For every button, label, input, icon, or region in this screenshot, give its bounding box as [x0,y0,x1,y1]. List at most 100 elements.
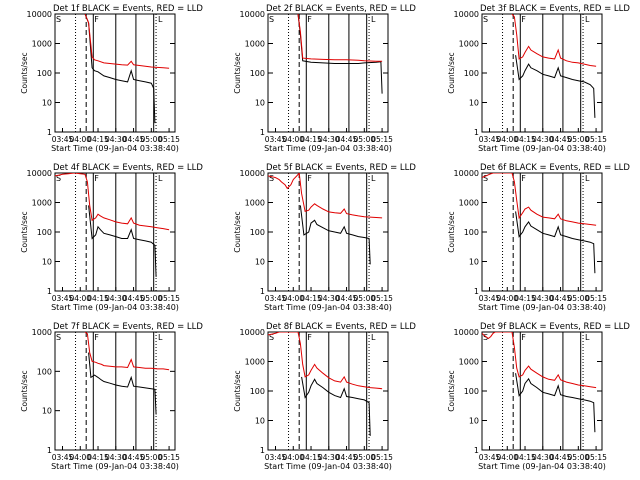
x-tick-label: 04:15 [514,294,536,303]
x-tick-label: 04:45 [550,453,572,462]
y-tick-label: 1 [47,287,52,296]
x-tick-label: 05:00 [568,453,590,462]
panel-title: Det 7f BLACK = Events, RED = LLD [53,322,203,332]
x-axis-label: Start Time (09-Jan-04 03:38:40) [264,462,392,471]
plot-frame [54,172,176,292]
x-tick-label: 03:45 [265,294,287,303]
y-tick-label: 10000 [240,169,265,178]
x-tick-label: 05:15 [585,453,607,462]
marker-label-f: F [307,15,312,24]
x-tick-label: 03:45 [52,294,74,303]
x-tick-label: 03:45 [265,135,287,144]
x-tick-label: 05:00 [141,135,163,144]
x-axis-label: Start Time (09-Jan-04 03:38:40) [478,303,606,312]
x-tick-label: 04:30 [318,453,340,462]
x-tick-label: 04:00 [496,453,518,462]
y-tick-label: 100 [37,228,52,237]
marker-label-l: L [158,333,163,342]
y-axis-label: Counts/sec [233,52,242,93]
y-tick-label: 1 [47,446,52,455]
panel-title: Det 5f BLACK = Events, RED = LLD [266,163,416,173]
x-tick-label: 04:15 [300,294,322,303]
x-tick-label: 05:15 [371,453,393,462]
x-tick-label: 04:15 [514,135,536,144]
y-tick-label: 1 [47,128,52,137]
events-series-line [301,376,371,436]
x-tick-label: 04:30 [532,135,554,144]
x-tick-label: 04:30 [105,453,127,462]
y-tick-label: 100 [37,367,52,376]
y-tick-label: 10000 [27,10,52,19]
y-axis-label: Counts/sec [233,211,242,252]
events-series-line [515,211,596,274]
x-tick-label: 04:30 [532,294,554,303]
x-tick-label: 04:00 [282,453,304,462]
lld-series-line [297,14,383,62]
y-tick-label: 1000 [459,199,479,208]
y-axis-label: Counts/sec [233,370,242,411]
lld-series-line [511,14,597,67]
y-tick-label: 1 [474,446,479,455]
panel-title: Det 8f BLACK = Events, RED = LLD [266,322,416,332]
x-tick-label: 04:15 [87,135,109,144]
lld-series-line [55,173,170,231]
y-tick-label: 10000 [454,169,479,178]
x-tick-label: 04:30 [105,294,127,303]
x-tick-label: 04:30 [318,135,340,144]
x-tick-label: 04:15 [300,135,322,144]
marker-label-s: S [56,174,61,183]
x-tick-label: 04:00 [69,453,91,462]
marker-label-f: F [521,15,526,24]
x-tick-label: 04:45 [123,453,145,462]
x-axis-label: Start Time (09-Jan-04 03:38:40) [264,144,392,153]
x-tick-label: 05:00 [568,294,590,303]
plot-frame [481,13,603,133]
x-tick-label: 04:45 [123,135,145,144]
x-tick-label: 03:45 [52,453,74,462]
x-axis-label: Start Time (09-Jan-04 03:38:40) [478,144,606,153]
y-tick-label: 1 [260,128,265,137]
x-tick-label: 04:15 [514,453,536,462]
y-axis-label: Counts/sec [447,370,456,411]
x-tick-label: 04:45 [336,135,358,144]
x-tick-label: 05:00 [354,453,376,462]
marker-label-l: L [371,15,376,24]
x-tick-label: 04:45 [336,294,358,303]
y-tick-label: 1000 [459,40,479,49]
x-axis-label: Start Time (09-Jan-04 03:38:40) [51,144,179,153]
marker-label-l: L [585,174,590,183]
events-series-line [88,205,157,277]
x-tick-label: 03:45 [52,135,74,144]
x-tick-label: 04:15 [300,453,322,462]
marker-label-f: F [307,333,312,342]
x-tick-label: 04:45 [123,294,145,303]
marker-label-l: L [585,333,590,342]
x-tick-label: 04:00 [496,135,518,144]
y-tick-label: 1000 [245,40,265,49]
x-tick-label: 04:45 [550,135,572,144]
marker-label-s: S [483,174,488,183]
x-tick-label: 04:30 [318,294,340,303]
x-tick-label: 04:15 [87,453,109,462]
y-tick-label: 10000 [240,328,265,337]
events-series-line [515,55,596,118]
x-tick-label: 05:15 [158,135,180,144]
y-axis-label: Counts/sec [447,211,456,252]
marker-label-s: S [269,15,274,24]
x-tick-label: 04:00 [69,294,91,303]
events-series-line [88,352,157,415]
y-tick-label: 10 [469,417,479,426]
lld-series-line [84,332,170,371]
y-axis-label: Counts/sec [447,52,456,93]
y-tick-label: 10 [42,99,52,108]
marker-label-l: L [371,174,376,183]
y-tick-label: 10 [42,407,52,416]
lld-series-line [268,332,383,390]
y-tick-label: 1 [260,287,265,296]
lld-series-line [84,14,170,69]
y-tick-label: 1000 [32,40,52,49]
y-tick-label: 10 [469,258,479,267]
